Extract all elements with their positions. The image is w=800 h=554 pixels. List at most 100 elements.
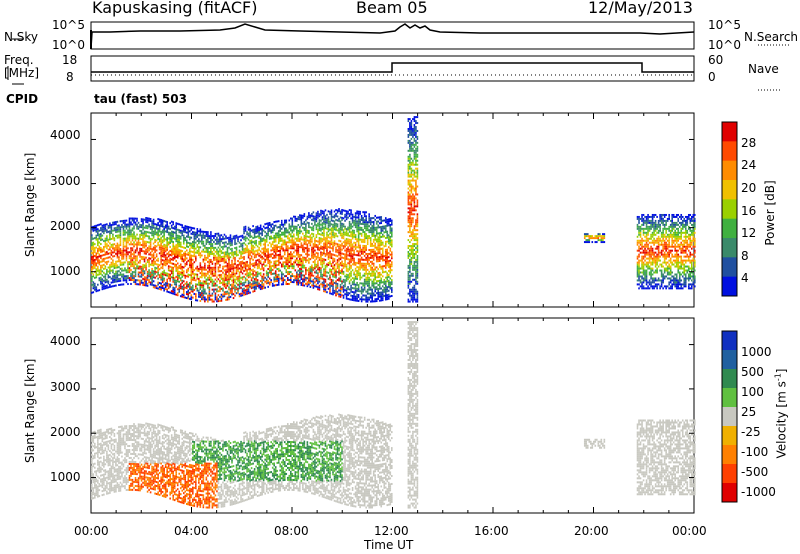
power-cell xyxy=(140,255,143,258)
power-cell xyxy=(232,275,235,278)
power-cell xyxy=(369,231,372,234)
power-cell xyxy=(285,259,288,262)
power-cell xyxy=(296,249,298,252)
power-cell xyxy=(383,280,386,283)
power-cell xyxy=(363,294,366,297)
power-cell xyxy=(256,225,259,228)
power-cell xyxy=(327,220,330,223)
power-cell xyxy=(130,255,132,258)
power-cell xyxy=(148,265,150,268)
power-cell xyxy=(375,252,378,255)
power-cell xyxy=(288,223,291,226)
power-cell xyxy=(409,143,411,146)
power-cell xyxy=(216,298,218,301)
power-cell xyxy=(118,230,120,233)
power-cell xyxy=(97,232,99,235)
power-cell xyxy=(207,270,209,273)
power-cell xyxy=(250,241,253,244)
power-cell xyxy=(185,231,188,234)
power-cell xyxy=(148,235,150,238)
power-cell xyxy=(372,244,375,247)
power-cell xyxy=(271,247,274,250)
power-cell xyxy=(131,275,134,278)
power-cell xyxy=(380,235,383,238)
power-cell xyxy=(293,235,295,238)
power-cell xyxy=(409,155,411,158)
power-cell xyxy=(249,261,251,264)
power-cell xyxy=(389,227,392,230)
power-cell xyxy=(264,241,266,244)
xtick-2000: 20:00 xyxy=(574,524,609,538)
power-cell xyxy=(151,226,153,229)
power-cell xyxy=(92,283,95,286)
power-cell xyxy=(222,293,224,296)
power-cell xyxy=(198,230,200,233)
power-cell xyxy=(140,271,143,274)
power-cell xyxy=(374,228,377,231)
power-cell xyxy=(140,226,143,229)
power-cell xyxy=(148,259,150,262)
power-cell xyxy=(143,276,146,279)
power-cell xyxy=(354,214,357,217)
power-cell xyxy=(360,226,363,229)
power-cell xyxy=(232,273,235,276)
power-cell xyxy=(131,259,134,262)
power-cell xyxy=(302,262,304,265)
power-cell xyxy=(285,245,288,248)
power-cell xyxy=(375,238,378,241)
power-cell xyxy=(134,239,137,242)
power-cell xyxy=(261,277,263,280)
power-cell xyxy=(110,281,113,284)
power-cell xyxy=(237,279,239,282)
power-cell xyxy=(384,284,387,287)
power-cell xyxy=(317,240,319,243)
power-cell xyxy=(333,281,336,284)
power-cell xyxy=(92,265,95,268)
power-cell xyxy=(145,262,147,265)
power-cell xyxy=(311,250,313,253)
power-cell xyxy=(139,279,141,282)
power-cell xyxy=(142,242,144,245)
power-cell xyxy=(285,221,288,224)
power-cell xyxy=(232,253,235,256)
power-cell xyxy=(145,242,147,245)
power-cell xyxy=(223,245,226,248)
power-cell xyxy=(204,280,206,283)
power-cell xyxy=(217,270,220,273)
power-cell xyxy=(314,249,316,252)
power-cell xyxy=(274,250,277,253)
power-cell xyxy=(142,281,144,284)
power-cell xyxy=(185,297,188,300)
power-cell xyxy=(130,249,132,252)
power-cell xyxy=(166,242,168,245)
power-cell xyxy=(179,223,182,226)
power-cell xyxy=(329,262,331,265)
power-cell xyxy=(291,245,294,248)
xlabel: Time UT xyxy=(364,538,414,552)
power-cell xyxy=(288,261,291,264)
power-cell xyxy=(357,272,360,275)
power-cell xyxy=(176,276,179,279)
power-cell xyxy=(296,277,298,280)
power-cell xyxy=(179,237,182,240)
power-cell xyxy=(119,254,122,256)
power-cell xyxy=(356,238,358,241)
power-cell xyxy=(338,293,340,296)
power-cell xyxy=(98,263,101,266)
power-cell xyxy=(276,279,279,282)
power-cell xyxy=(149,253,152,256)
power-cell xyxy=(210,245,212,248)
power-cell xyxy=(293,225,295,228)
power-cell xyxy=(351,245,354,248)
power-cell xyxy=(377,246,380,249)
power-cell xyxy=(104,279,107,282)
power-cell xyxy=(95,274,98,277)
power-cell xyxy=(320,261,322,264)
power-cell xyxy=(305,266,307,269)
power-cell xyxy=(380,227,383,230)
power-cell xyxy=(244,273,247,276)
power-cell xyxy=(256,253,259,256)
power-cell xyxy=(317,274,319,277)
power-cell xyxy=(339,248,342,251)
power-cell xyxy=(140,279,143,282)
